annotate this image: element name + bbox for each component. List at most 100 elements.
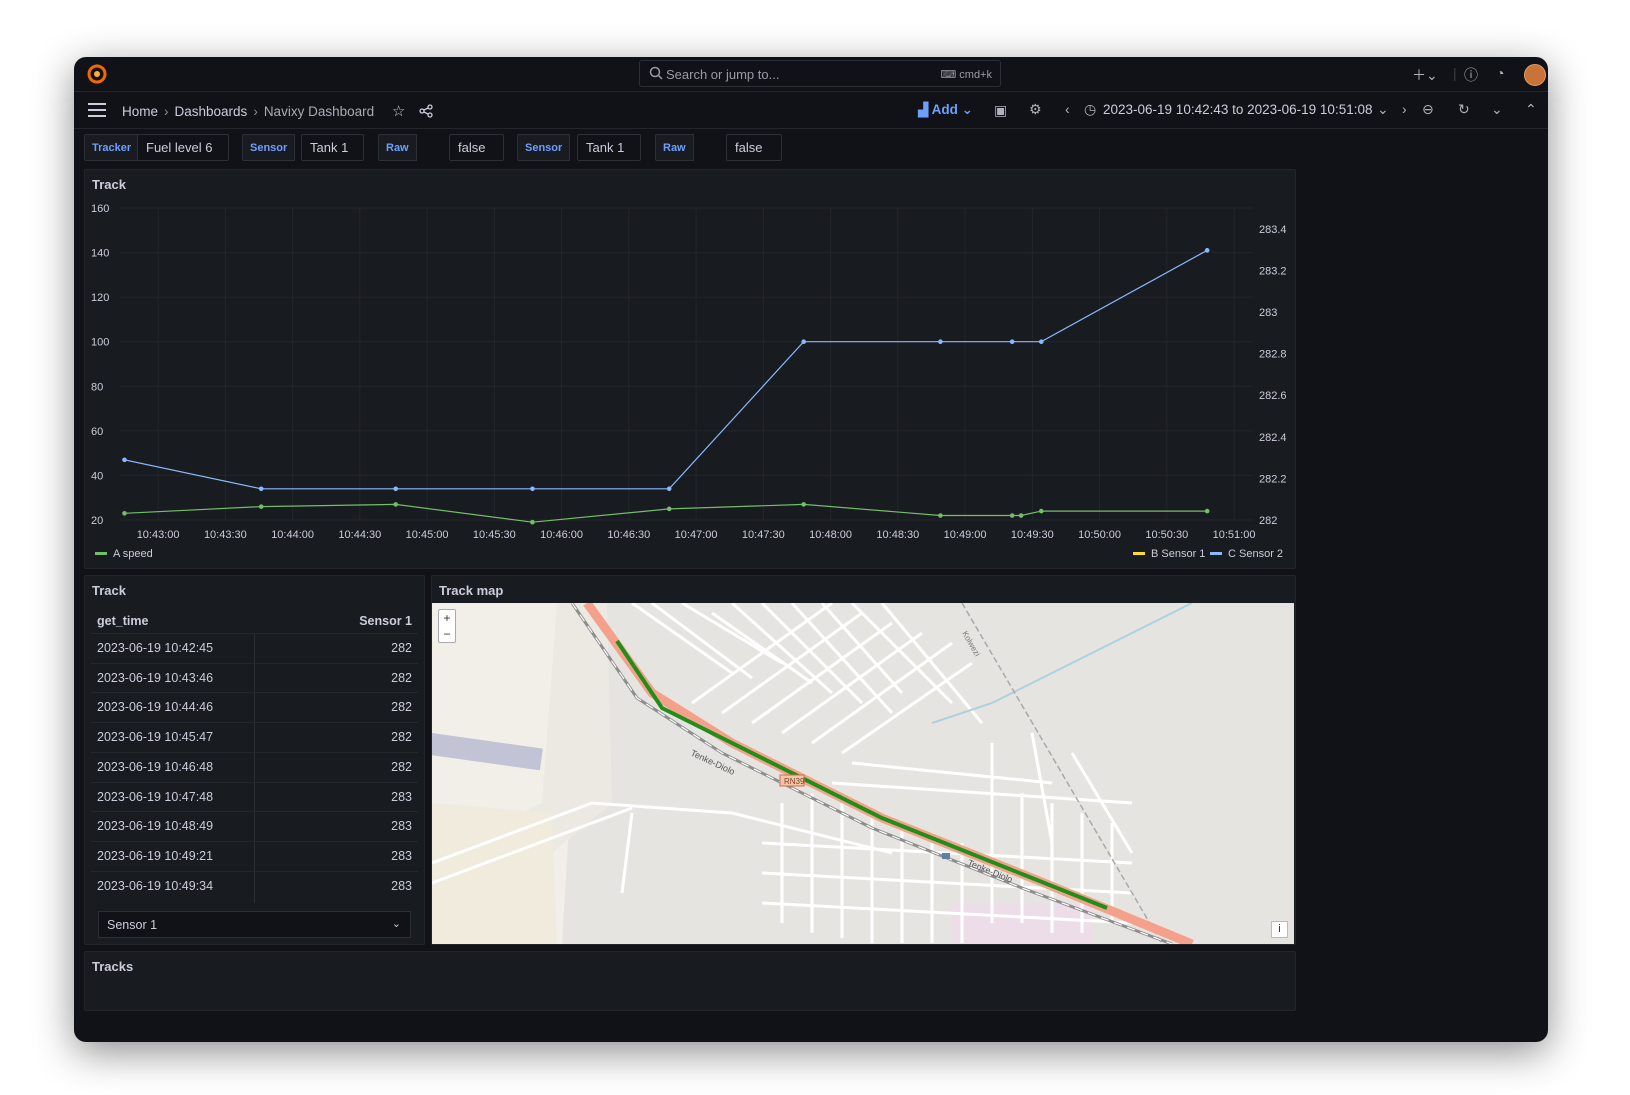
data-point (1009, 339, 1015, 345)
grafana-logo-icon[interactable] (86, 63, 108, 85)
x-tick-label: 10:51:00 (1213, 529, 1256, 541)
breadcrumb-current: Navixy Dashboard (263, 104, 375, 119)
var-label-tracker: Tracker (84, 134, 140, 161)
x-tick-label: 10:46:00 (540, 529, 583, 541)
y-right-tick-label: 282.4 (1259, 432, 1287, 444)
menu-icon[interactable] (88, 103, 106, 117)
var-select-rawdata1[interactable]: false ⌄ (449, 134, 504, 181)
add-button[interactable]: ▟ Add ⌄ (918, 102, 973, 117)
y-right-tick-label: 283 (1259, 307, 1277, 319)
plus-icon[interactable]: ＋⌄ (1412, 67, 1438, 83)
y-right-tick-label: 282.6 (1259, 390, 1287, 402)
cell-sensor1: 282 (391, 730, 412, 745)
var-label-sensor1: Sensor 1 (242, 134, 296, 181)
y-left-tick-label: 80 (91, 381, 103, 393)
rss-icon[interactable]: ◔ (1496, 65, 1505, 81)
x-tick-label: 10:49:00 (944, 529, 987, 541)
cell-get-time: 2023-06-19 10:43:46 (97, 670, 214, 685)
y-left-tick-label: 100 (91, 337, 109, 349)
zoom-in-button[interactable]: + (443, 611, 451, 625)
map-road-shield (779, 774, 805, 787)
data-point (938, 513, 943, 518)
share-icon[interactable] (419, 104, 433, 118)
data-point (393, 502, 399, 507)
var-select-sensor1[interactable]: Tank 1 ⌄ (301, 134, 364, 181)
table-panel-title: Track (92, 583, 126, 598)
y-left-tick-label: 140 (91, 248, 109, 260)
map-runway (432, 732, 543, 771)
legend-swatch (1210, 552, 1222, 555)
avatar[interactable] (1524, 64, 1546, 86)
x-tick-label: 10:48:00 (809, 529, 852, 541)
data-point (1038, 508, 1044, 514)
table-row: 2023-06-19 10:42:45 282 (91, 633, 418, 663)
data-point (258, 486, 264, 492)
map-track-line (615, 639, 1108, 910)
y-right-tick-label: 282.2 (1259, 473, 1287, 485)
data-point (1204, 508, 1210, 514)
y-left-tick-label: 40 (91, 470, 103, 482)
x-tick-label: 10:49:30 (1011, 529, 1054, 541)
cell-get-time: 2023-06-19 10:42:45 (97, 641, 214, 655)
y-left-tick-label: 120 (91, 292, 109, 304)
legend-label: A speed (113, 548, 153, 560)
data-point (258, 504, 264, 509)
var-select-sensor2[interactable]: Tank 1 ⌄ (577, 134, 641, 181)
data-point (666, 486, 672, 492)
table-panel: Track get_time Sensor 1 2023-06-19 10:42… (84, 575, 425, 945)
app-window: Search or jump to... ⌨ cmd+k ＋⌄ | ⓘ ◔ Ho… (74, 57, 1548, 1042)
map-attribution-button[interactable]: i (1271, 921, 1288, 938)
data-point (122, 511, 127, 516)
chevron-left-icon[interactable]: ‹ (1065, 101, 1070, 117)
y-right-tick-label: 283.4 (1259, 224, 1287, 236)
chevron-right-icon[interactable]: › (1402, 101, 1407, 117)
cell-sensor1: 283 (391, 789, 412, 804)
chevron-down-icon[interactable]: ⌄ (1377, 101, 1389, 117)
breadcrumb-dashboards[interactable]: Dashboards (174, 104, 248, 119)
zoom-out-icon[interactable]: ⊖ (1422, 101, 1434, 117)
x-tick-label: 10:43:00 (137, 529, 180, 541)
topbar-actions: ＋⌄ | ⓘ ◔ (1408, 57, 1548, 91)
y-left-tick-label: 20 (91, 515, 103, 527)
column-header-get-time[interactable]: get_time (97, 614, 149, 628)
help-icon[interactable]: ⓘ (1464, 67, 1478, 83)
legend-label: C Sensor 2 (1228, 548, 1283, 560)
time-range-picker[interactable]: 2023-06-19 10:42:43 to 2023-06-19 10:51:… (1103, 102, 1373, 117)
clock-icon: ◷ (1084, 101, 1097, 117)
zoom-out-button[interactable]: − (443, 627, 451, 641)
search-shortcut: ⌨ cmd+k (940, 69, 992, 81)
y-right-tick-label: 282.8 (1259, 349, 1287, 361)
chart-panel[interactable]: Track 20 40 60 80 100 120 140 160 282 282.2 282.4 2… (84, 169, 1296, 569)
var-select-tracker[interactable]: Fuel level 6 ⌄ (137, 134, 229, 181)
x-tick-label: 10:48:30 (876, 529, 919, 541)
map-canvas[interactable]: RN39 Tenke-Diolo Tenke-Diolo Kolwezi (432, 603, 1294, 944)
gear-icon[interactable]: ⚙ (1029, 101, 1042, 117)
track-map[interactable]: RN39 Tenke-Diolo Tenke-Diolo Kolwezi + −… (432, 603, 1294, 944)
table-row: 2023-06-19 10:49:21 283 (91, 840, 418, 871)
var-select-rawdata2[interactable]: false ⌄ (726, 134, 782, 181)
table-row: 2023-06-19 10:47:48 283 (91, 781, 418, 812)
save-icon[interactable]: ▣ (994, 102, 1008, 118)
legend-swatch (1133, 552, 1145, 555)
field-select[interactable]: Sensor 1 ⌄ (98, 911, 411, 938)
line-chart[interactable]: 20 40 60 80 100 120 140 160 282 282.2 282.4 282.6 28… (85, 170, 1295, 568)
column-divider (254, 633, 255, 903)
cell-get-time: 2023-06-19 10:49:34 (97, 878, 214, 893)
collapse-icon[interactable]: ⌃ (1525, 101, 1537, 117)
data-point (530, 519, 535, 525)
star-icon[interactable]: ☆ (391, 103, 406, 120)
cell-get-time: 2023-06-19 10:48:49 (97, 819, 214, 834)
cell-sensor1: 283 (391, 819, 412, 834)
search-placeholder: Search or jump to... (666, 67, 780, 82)
data-point (1038, 339, 1044, 345)
x-tick-label: 10:47:00 (675, 529, 718, 541)
search-input[interactable]: Search or jump to... ⌨ cmd+k (639, 60, 1001, 87)
refresh-icon[interactable]: ↻ (1458, 101, 1470, 117)
breadcrumb-home[interactable]: Home (122, 104, 159, 119)
chevron-down-icon[interactable]: ⌄ (1491, 101, 1503, 117)
table-row: 2023-06-19 10:49:34 283 (91, 870, 418, 901)
map-vehicle-marker[interactable] (942, 853, 950, 859)
column-header-sensor1[interactable]: Sensor 1 (359, 614, 412, 628)
x-tick-label: 10:45:00 (406, 529, 449, 541)
x-tick-label: 10:47:30 (742, 529, 785, 541)
